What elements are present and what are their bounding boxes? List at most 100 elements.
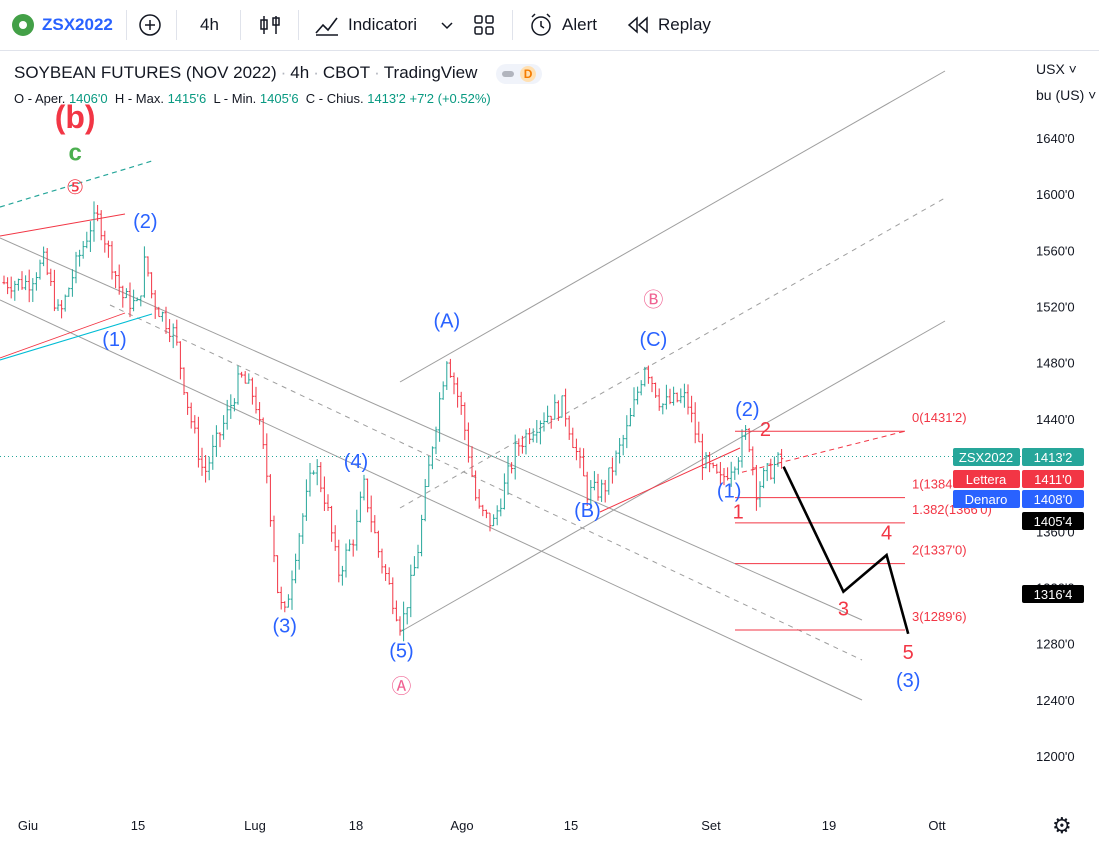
- legend-title: SOYBEAN FUTURES (NOV 2022): [14, 63, 277, 82]
- indicators-label: Indicatori: [348, 15, 417, 34]
- indicators-dropdown[interactable]: [440, 0, 454, 50]
- fib-level-label: 0(1431'2): [912, 410, 967, 425]
- alarm-clock-icon: [531, 13, 551, 36]
- session-pill[interactable]: D: [496, 63, 543, 84]
- chart-type-button[interactable]: [258, 0, 282, 50]
- price-tick-label: 1240'0: [1036, 693, 1075, 708]
- trendline: [0, 213, 126, 237]
- wave-label: (B): [574, 500, 601, 522]
- unit-selector[interactable]: bu (US) ˅: [1036, 87, 1096, 103]
- price-tick-label: 1400'0: [1036, 468, 1075, 483]
- candles-icon: [260, 16, 280, 34]
- wave-label: 4: [881, 523, 892, 545]
- compare-button[interactable]: [138, 0, 162, 50]
- ohlc-row: O - Aper. 1406'0 H - Max. 1415'6 L - Min…: [14, 91, 491, 106]
- wave-label: (C): [639, 329, 667, 351]
- price-axis: 1640'0 1600'0 1560'0 1520'0 1480'0 1440'0 1400…: [1036, 131, 1075, 764]
- ohlc-high-value: 1415'6: [167, 91, 207, 106]
- symbol-search[interactable]: ZSX2022: [12, 0, 113, 50]
- price-tag-value-box: [1022, 585, 1084, 603]
- trendline: [0, 312, 126, 359]
- currency-label: USX: [1036, 61, 1065, 77]
- time-tick-label: 18: [349, 818, 363, 833]
- price-tag-label-box: [953, 490, 1020, 508]
- time-tick-label: Ott: [928, 818, 946, 833]
- price-tag-label: Lettera: [966, 472, 1007, 487]
- wave-label: (3): [272, 615, 296, 637]
- ohlc-close-value: 1413'2: [367, 91, 406, 106]
- alert-button[interactable]: Alert: [528, 0, 597, 50]
- price-tag-value: 1316'4: [1034, 587, 1073, 602]
- currency-selector[interactable]: USX ˅: [1036, 61, 1077, 77]
- price-tick-label: 1520'0: [1036, 300, 1075, 315]
- chevron-down-icon: ˅: [1064, 61, 1077, 77]
- wave-label: Ⓑ: [643, 289, 663, 312]
- wave-label: (5): [389, 641, 413, 663]
- ohlc-low-value: 1405'6: [259, 91, 299, 106]
- time-tick-label: 15: [131, 818, 145, 833]
- fib-extension: 0(1431'2) 1(1384 1.382(1366'0) 2(1337'0) 3(1…: [735, 410, 992, 631]
- wave-label: 1: [733, 502, 744, 524]
- interval-button[interactable]: 4h: [200, 0, 219, 50]
- symbol-logo-icon: [12, 14, 34, 36]
- projection-dashed-line: [741, 430, 906, 473]
- fib-level-label: 1(1384: [912, 477, 952, 492]
- trendline: [399, 70, 946, 383]
- symbol-label: ZSX2022: [42, 15, 113, 34]
- wave-label: ⑤: [66, 177, 84, 199]
- price-tag-value-box: [1022, 512, 1084, 530]
- delayed-badge: D: [520, 65, 537, 82]
- trendline: [0, 160, 153, 208]
- ohlc-open-label: O - Aper.: [14, 91, 66, 106]
- fib-level-label: 3(1289'6): [912, 609, 967, 624]
- chevron-down-icon: ˅: [1084, 87, 1097, 103]
- wave-label: 2: [760, 419, 771, 441]
- price-tag-value-box: [1022, 448, 1084, 466]
- trendline: [0, 237, 863, 621]
- wave-label: (4): [344, 451, 368, 473]
- time-tick-label: 15: [564, 818, 578, 833]
- price-tag-value-box: [1022, 470, 1084, 488]
- time-tick-label: Set: [701, 818, 721, 833]
- wave-label: (1): [717, 481, 741, 503]
- ohlc-open-value: 1406'0: [68, 91, 108, 106]
- ohlc-change: +7'2 (+0.52%): [409, 91, 491, 106]
- ohlc-high-label: H - Max.: [114, 91, 164, 106]
- price-tag-label-box: [953, 470, 1020, 488]
- top-toolbar: ZSX2022 4h Indicatori Alert Replay: [0, 0, 1099, 51]
- chevron-down-icon: [441, 22, 453, 30]
- projection-path: [782, 466, 910, 635]
- session-indicator-icon: [502, 71, 515, 78]
- price-tag-value: 1405'4: [1034, 514, 1073, 529]
- time-axis: Giu 15 Lug 18 Ago 15 Set 19 Ott: [18, 818, 946, 833]
- price-tag-value: 1413'2: [1034, 450, 1073, 465]
- price-tick-label: 1640'0: [1036, 131, 1075, 146]
- wave-labels: (b)c⑤(2)(1)(3)(4)(5)Ⓐ(A)Ⓑ(C)(B)(2)(1)213…: [55, 99, 921, 698]
- price-tag-label: Denaro: [965, 492, 1008, 507]
- price-tick-label: 1320'0: [1036, 580, 1075, 595]
- time-tick-label: 19: [822, 818, 836, 833]
- trendline: [0, 299, 863, 701]
- price-tag-value: 1411'0: [1034, 472, 1072, 487]
- price-tick-label: 1560'0: [1036, 243, 1075, 258]
- wave-label: (3): [896, 670, 920, 692]
- trendline: [399, 320, 946, 633]
- price-tick-label: 1440'0: [1036, 412, 1075, 427]
- legend-interval: 4h: [290, 63, 310, 82]
- indicators-button[interactable]: Indicatori: [314, 0, 417, 50]
- replay-button[interactable]: Replay: [626, 0, 711, 50]
- price-tag-label-box: [953, 448, 1020, 466]
- chart-legend-title-row: SOYBEAN FUTURES (NOV 2022) · 4h · CBOT · Tradi…: [14, 63, 543, 84]
- legend-exchange: CBOT: [322, 63, 371, 82]
- wave-label: (2): [133, 211, 157, 233]
- settings-gear-icon[interactable]: ⚙: [1052, 813, 1072, 838]
- price-tick-label: 1200'0: [1036, 749, 1075, 764]
- price-tag-value: 1408'0: [1034, 492, 1073, 507]
- price-tick-label: 1600'0: [1036, 187, 1075, 202]
- grid-layout-icon: [474, 15, 494, 35]
- layout-button[interactable]: [472, 0, 496, 50]
- time-tick-label: Ago: [450, 818, 473, 833]
- fib-level-label: 2(1337'0): [912, 543, 967, 558]
- wave-label: c: [68, 139, 81, 166]
